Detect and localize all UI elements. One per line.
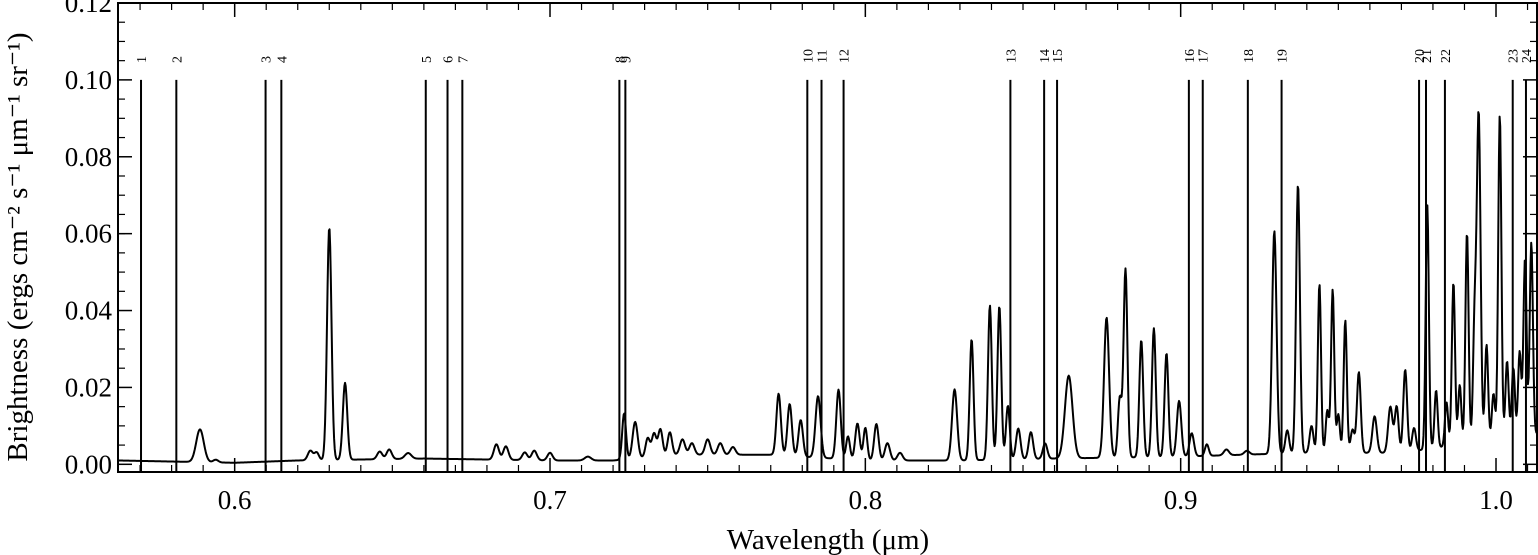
marker-label-4: 4 [275, 56, 290, 63]
y-axis-ticks: 0.00 0.02 0.04 0.06 0.08 0.10 0.12 [65, 0, 1537, 479]
marker-label-17: 17 [1197, 49, 1212, 63]
y-tick-label-4: 0.08 [65, 142, 112, 172]
x-tick-label-4: 1.0 [1479, 485, 1513, 515]
marker-label-12: 12 [838, 49, 853, 63]
marker-label-10: 10 [801, 49, 816, 63]
marker-label-24: 24 [1520, 49, 1535, 63]
x-tick-label-3: 0.9 [1164, 485, 1198, 515]
y-axis-title: Brightness (ergs cm⁻² s⁻¹ μm⁻¹ sr⁻¹) [2, 32, 34, 461]
y-tick-label-1: 0.02 [65, 372, 112, 402]
marker-label-15: 15 [1051, 49, 1066, 63]
marker-label-6: 6 [442, 56, 457, 63]
x-axis-ticks: 0.6 0.7 0.8 0.9 1.0 [139, 3, 1529, 515]
marker-label-18: 18 [1242, 49, 1257, 63]
marker-label-3: 3 [260, 56, 275, 63]
marker-label-20: 20 [1413, 49, 1428, 63]
marker-label-1: 1 [135, 56, 150, 63]
marker-label-23: 23 [1507, 49, 1522, 63]
x-axis-title: Wavelength (μm) [727, 524, 929, 555]
x-tick-label-0: 0.6 [218, 485, 252, 515]
marker-label-16: 16 [1183, 49, 1198, 63]
marker-label-11: 11 [816, 50, 831, 63]
marker-label-7: 7 [456, 56, 471, 63]
marker-label-22: 22 [1439, 49, 1454, 63]
plot-frame [117, 2, 1538, 473]
y-tick-label-2: 0.04 [65, 296, 113, 326]
marker-label-21: 21 [1420, 49, 1435, 63]
x-tick-label-1: 0.7 [533, 485, 567, 515]
marker-label-14: 14 [1038, 49, 1053, 63]
marker-label-8: 8 [613, 56, 628, 63]
y-tick-label-3: 0.06 [65, 219, 112, 249]
marker-label-5: 5 [420, 56, 435, 63]
marker-label-2: 2 [170, 56, 185, 63]
brightness-series-line [117, 111, 1538, 464]
y-tick-label-6: 0.12 [65, 0, 112, 18]
y-tick-label-0: 0.00 [65, 449, 112, 479]
x-tick-label-2: 0.8 [848, 485, 882, 515]
marker-label-19: 19 [1276, 49, 1291, 63]
marker-label-13: 13 [1004, 49, 1019, 63]
marker-label-9: 9 [619, 56, 634, 63]
y-tick-label-5: 0.10 [65, 65, 112, 95]
